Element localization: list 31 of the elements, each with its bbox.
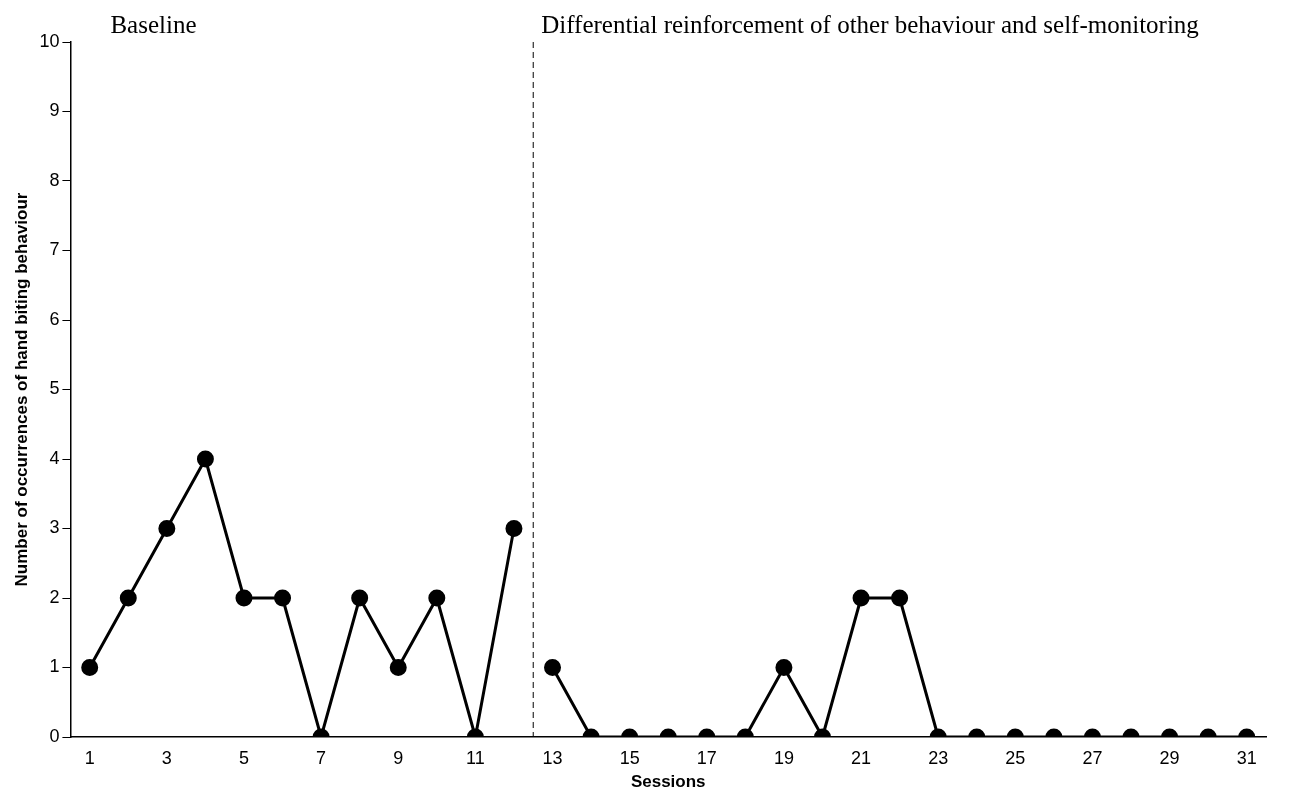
x-axis-title: Sessions bbox=[630, 772, 706, 792]
x-tick-label: 7 bbox=[316, 747, 327, 768]
x-tick-label: 15 bbox=[619, 747, 640, 768]
x-tick-label: 21 bbox=[851, 747, 872, 768]
y-tick-label: 0 bbox=[49, 725, 60, 746]
text: Differential reinforcement of other behaviour and self-monitoring bbox=[541, 11, 1200, 39]
x-tick-label: 17 bbox=[696, 747, 717, 768]
y-tick-label: 7 bbox=[49, 239, 60, 260]
y-axis-title: Number of occurrences of hand biting behaviour bbox=[11, 192, 31, 587]
x-tick-label: 9 bbox=[393, 747, 404, 768]
x-tick-label: 5 bbox=[238, 747, 249, 768]
y-tick-label: 10 bbox=[39, 30, 60, 51]
x-tick-label: 13 bbox=[542, 747, 563, 768]
y-tick-label: 4 bbox=[49, 447, 60, 468]
x-tick-label: 23 bbox=[928, 747, 949, 768]
x-tick-label: 29 bbox=[1159, 747, 1180, 768]
text: Baseline bbox=[110, 11, 197, 39]
x-tick-label: 19 bbox=[773, 747, 794, 768]
x-tick-label: 25 bbox=[1005, 747, 1026, 768]
x-tick-label: 3 bbox=[161, 747, 172, 768]
x-tick-label: 1 bbox=[84, 747, 95, 768]
y-tick-label: 5 bbox=[49, 378, 60, 399]
x-tick-label: 11 bbox=[466, 747, 485, 768]
y-tick-label: 8 bbox=[49, 169, 60, 190]
y-tick-label: 6 bbox=[49, 308, 60, 329]
y-tick-label: 1 bbox=[49, 656, 60, 677]
x-tick-label: 31 bbox=[1236, 747, 1257, 768]
y-tick-label: 3 bbox=[49, 517, 60, 538]
y-tick-label: 2 bbox=[49, 586, 60, 607]
x-tick-label: 27 bbox=[1082, 747, 1103, 768]
y-tick-label: 9 bbox=[49, 100, 60, 121]
